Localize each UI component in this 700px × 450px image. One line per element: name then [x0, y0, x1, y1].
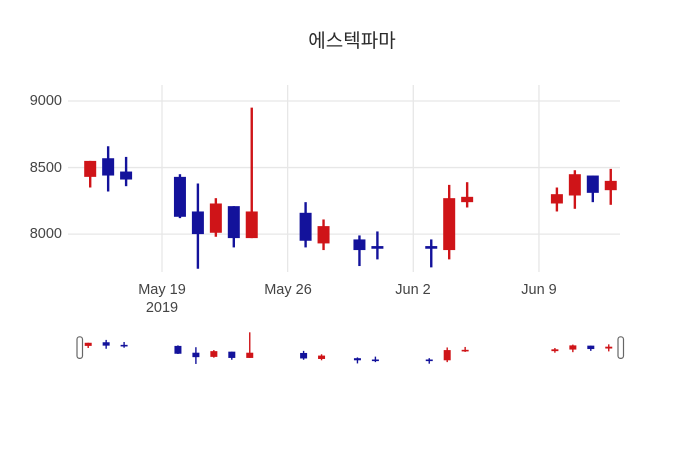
candle-body-2019-06-10	[550, 194, 563, 204]
x-axis-tick-may19: May 19 2019	[138, 281, 186, 317]
candle-body-2019-05-21	[191, 211, 204, 235]
mini-candle-body-2019-06-12	[587, 345, 595, 350]
mini-candle-body-2019-06-11	[569, 345, 577, 350]
candle-body-2019-05-22	[209, 203, 222, 233]
candle-body-2019-05-30	[353, 239, 366, 251]
mini-candle-body-2019-06-13	[605, 346, 613, 349]
mini-candle-body-2019-05-16	[102, 342, 110, 346]
x-axis-tick-may26: May 26	[264, 281, 312, 299]
rangeslider-track[interactable]	[77, 330, 624, 366]
x-tick-label: Jun 9	[521, 282, 557, 298]
x-tick-label: Jun 2	[395, 282, 431, 298]
y-axis-tick-8000: 8000	[29, 226, 62, 242]
candle-body-2019-05-23	[227, 206, 240, 239]
candle-body-2019-05-24	[245, 211, 258, 239]
candle-body-2019-06-05	[461, 196, 474, 203]
candle-body-2019-05-28	[317, 226, 330, 244]
mini-candle-body-2019-05-24	[246, 352, 254, 358]
candle-body-2019-05-15	[84, 160, 97, 177]
mini-candle-body-2019-05-31	[371, 359, 379, 362]
candle-body-2019-06-11	[568, 174, 581, 196]
mini-candle-body-2019-05-30	[353, 358, 361, 361]
candle-body-2019-05-16	[102, 158, 115, 176]
mini-candle-body-2019-06-05	[461, 349, 469, 352]
x-axis-tick-jun2: Jun 2	[395, 281, 430, 299]
candle-body-2019-05-20	[173, 176, 186, 217]
mini-candle-body-2019-06-10	[551, 349, 559, 352]
y-axis-tick-8500: 8500	[29, 159, 62, 176]
x-tick-label: May 26	[264, 282, 312, 298]
mini-candle-body-2019-05-23	[228, 351, 236, 358]
rangeslider-left-handle[interactable]	[76, 336, 84, 359]
candle-body-2019-06-13	[604, 180, 617, 191]
mini-candle-body-2019-05-15	[84, 342, 92, 346]
candle-body-2019-06-04	[443, 198, 456, 251]
mini-candle-body-2019-05-17	[120, 344, 128, 347]
mini-candle-body-2019-05-22	[210, 351, 218, 357]
mini-candle-body-2019-05-27	[300, 352, 308, 359]
mini-candle-body-2019-05-21	[192, 352, 200, 358]
candle-body-2019-05-17	[120, 171, 133, 180]
mini-candle-body-2019-05-28	[318, 355, 326, 359]
candle-body-2019-05-27	[299, 212, 312, 241]
mini-candle-body-2019-05-20	[174, 345, 182, 354]
x-tick-label: May 19	[138, 282, 186, 298]
x-axis-tick-jun9: Jun 9	[521, 281, 556, 299]
candle-body-2019-06-03	[425, 246, 438, 249]
x-tick-year-label: 2019	[145, 300, 179, 316]
mini-candle-body-2019-06-03	[425, 359, 433, 362]
chart-title: 에스텍파마	[308, 31, 396, 52]
plot-background[interactable]	[68, 85, 620, 272]
candle-body-2019-06-12	[586, 175, 599, 193]
rangeslider-right-handle[interactable]	[617, 336, 625, 359]
y-axis-tick-9000: 9000	[29, 93, 62, 109]
candle-body-2019-05-31	[371, 246, 384, 249]
mini-candle-body-2019-06-04	[443, 350, 451, 361]
